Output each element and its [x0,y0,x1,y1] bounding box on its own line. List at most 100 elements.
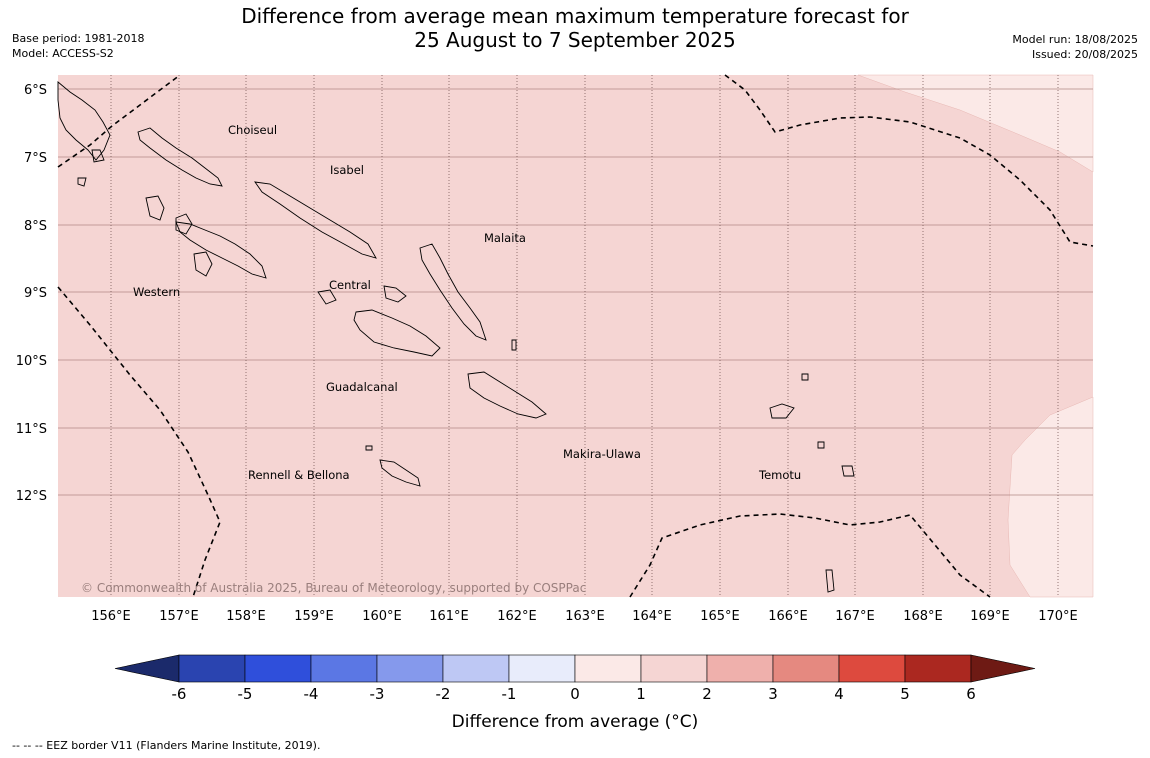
lon-tick-label: 160°E [362,609,402,624]
base-period-text: Base period: 1981-2018 [12,32,145,45]
colorbar-segment [178,654,246,683]
colorbar-tick-label: -5 [238,685,253,703]
guadalcanal-island [353,309,441,357]
lat-tick-label: 6°S [24,83,47,98]
colorbar-segment [904,654,972,683]
lon-tick-label: 159°E [294,609,334,624]
new-georgia-island [175,221,267,279]
copyright-text: © Commonwealth of Australia 2025, Bureau… [81,581,586,595]
lon-tick-label: 167°E [835,609,875,624]
colorbar-title: Difference from average (°C) [452,712,699,732]
lat-tick-label: 7°S [24,151,47,166]
forecast-map: Choiseul Isabel Malaita Western Central … [16,74,1094,624]
eez-footnote: -- -- -- EEZ border V11 (Flanders Marine… [12,739,321,752]
issued-text: Issued: 20/08/2025 [1031,48,1138,61]
malaita-island [419,243,487,341]
colorbar-tick-label: 6 [966,685,976,703]
province-label-guadalcanal: Guadalcanal [326,380,398,394]
colorbar: -6 -5 -4 -3 -2 -1 0 1 2 3 4 5 6 Differen… [114,654,1036,732]
colorbar-segment [508,654,576,683]
lat-tick-label: 10°S [16,354,47,369]
anuta-island [825,569,835,593]
province-label-temotu: Temotu [758,468,801,482]
lon-tick-label: 170°E [1038,609,1078,624]
province-labels: Choiseul Isabel Malaita Western Central … [133,123,801,482]
base-info: Base period: 1981-2018 Model: ACCESS-S2 [12,31,144,61]
colorbar-tick-label: 1 [636,685,646,703]
colorbar-tick-labels: -6 -5 -4 -3 -2 -1 0 1 2 3 4 5 6 [172,685,976,703]
lon-tick-label: 162°E [497,609,537,624]
lon-tick-label: 169°E [970,609,1010,624]
colorbar-tick-label: 3 [768,685,778,703]
ulawa-island [511,339,517,351]
map-title: Difference from average mean maximum tem… [0,4,1150,52]
anomaly-fill-0-to-1-southeast [1007,396,1094,598]
colorbar-extend-low [114,654,180,683]
colorbar-tick-label: 5 [900,685,910,703]
lon-tick-label: 168°E [903,609,943,624]
colorbar-segment [244,654,312,683]
anomaly-fill-0-to-1-northeast [857,74,1094,173]
colorbar-segment [376,654,444,683]
colorbar-tick-label: 2 [702,685,712,703]
vella-lavella-island [145,195,165,221]
colorbar-segment [772,654,840,683]
bellona-island [365,445,373,451]
colorbar-segment [640,654,708,683]
eez-border [57,74,1094,598]
lon-tick-label: 157°E [159,609,199,624]
colorbar-tick-label: -2 [436,685,451,703]
longitude-tick-labels: 156°E 157°E 158°E 159°E 160°E 161°E 162°… [91,609,1078,624]
model-text: Model: ACCESS-S2 [12,47,114,60]
lon-tick-label: 165°E [700,609,740,624]
colorbar-tick-label: -3 [370,685,385,703]
rennell-island [379,459,421,487]
island-outlines [57,81,855,593]
colorbar-segments [114,654,1036,683]
colorbar-segment [706,654,774,683]
colorbar-segment [574,654,642,683]
colorbar-segment [310,654,378,683]
province-label-malaita: Malaita [484,231,526,245]
province-label-makira-ulawa: Makira-Ulawa [563,447,641,461]
vanikoro-island [841,465,855,477]
kolombangara-island [175,213,193,235]
lat-tick-label: 8°S [24,219,47,234]
latitude-gridlines [58,88,1093,496]
russell-islands [383,285,407,303]
lat-tick-label: 9°S [24,286,47,301]
reef-islands [801,373,809,381]
utupua-island [817,441,825,449]
colorbar-tick-label: -4 [304,685,319,703]
latitude-tick-labels: 6°S 7°S 8°S 9°S 10°S 11°S 12°S [16,83,47,504]
colorbar-segment [442,654,510,683]
lon-tick-label: 166°E [768,609,808,624]
makira-island [467,371,547,419]
lat-tick-label: 11°S [16,422,47,437]
lon-tick-label: 163°E [565,609,605,624]
lon-tick-label: 164°E [632,609,672,624]
province-label-choiseul: Choiseul [228,123,277,137]
province-label-western: Western [133,285,180,299]
rendova-island [193,251,213,277]
anomaly-fill-1-to-2 [58,75,1093,597]
florida-islands [317,289,337,305]
province-label-isabel: Isabel [330,163,364,177]
province-label-central: Central [329,278,371,292]
choiseul-island [137,127,223,187]
colorbar-tick-label: -1 [502,685,517,703]
colorbar-extend-high [970,654,1036,683]
lat-tick-label: 12°S [16,489,47,504]
colorbar-segment [838,654,906,683]
isabel-island [254,181,377,259]
colorbar-tick-label: 4 [834,685,844,703]
province-label-rennell-bellona: Rennell & Bellona [248,468,350,482]
shortland-islands [91,149,105,163]
santa-cruz-island [769,403,795,419]
run-info: Model run: 18/08/2025 Issued: 20/08/2025 [1012,32,1138,62]
title-line-2: 25 August to 7 September 2025 [414,28,736,52]
longitude-gridlines [110,75,1059,597]
title-line-1: Difference from average mean maximum tem… [241,4,909,28]
bougainville-island [57,81,111,161]
colorbar-tick-label: -6 [172,685,187,703]
